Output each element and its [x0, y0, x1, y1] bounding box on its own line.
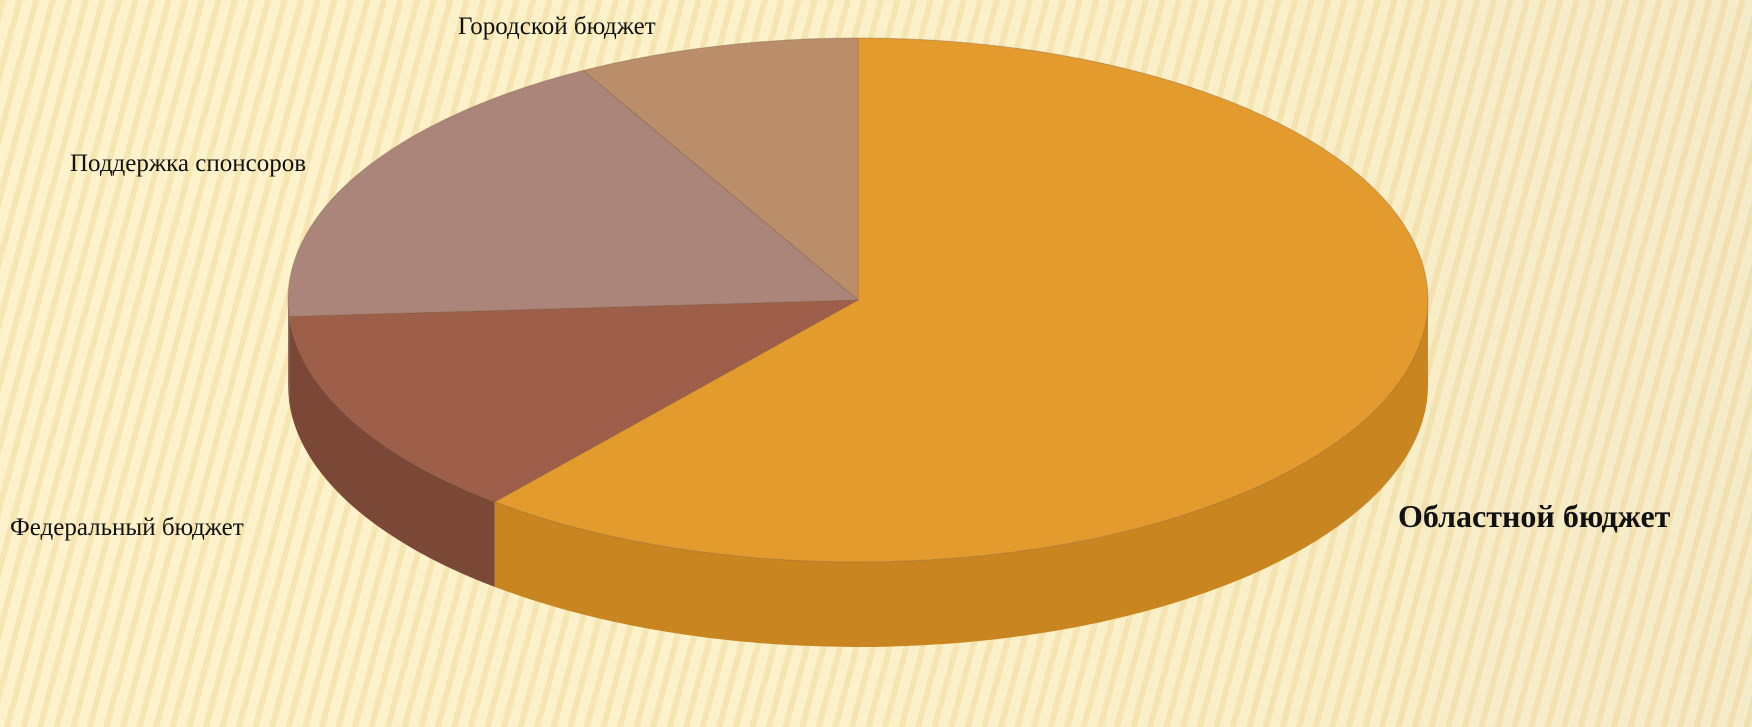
pie-slice-0 — [493, 37, 1429, 563]
pie-slice-3 — [582, 37, 859, 302]
pie-side-1 — [289, 316, 495, 587]
label-oblastnoy-byudzhet: Областной бюджет — [1398, 498, 1671, 534]
pie-side-0 — [494, 300, 1428, 647]
pie-slice-1 — [288, 299, 859, 503]
pie-side-2 — [288, 300, 290, 402]
label-gorodskoy-byudzhet: Городской бюджет — [458, 13, 656, 40]
label-podderzhka-sponsorov: Поддержка спонсоров — [70, 150, 307, 177]
pie-slice-2 — [287, 69, 860, 317]
label-federalny-byudzhet: Федеральный бюджет — [10, 514, 244, 541]
